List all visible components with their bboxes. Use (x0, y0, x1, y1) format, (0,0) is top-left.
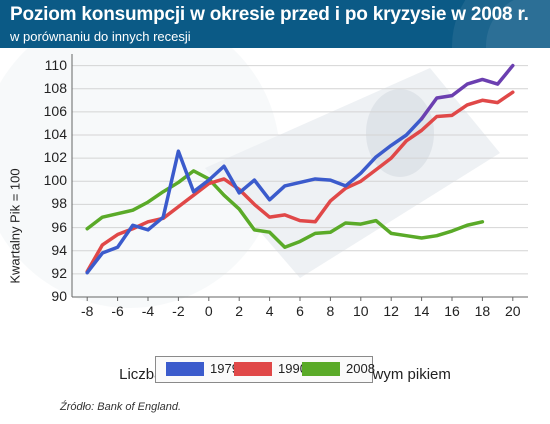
y-tick-label: 106 (43, 102, 67, 119)
chart-area: 90 92 94 96 98 100 102 104 106 108 110 -8 -6 -4 -2 0 2 4 6… (0, 48, 550, 383)
background-circle (0, 48, 280, 308)
y-tick-label: 108 (43, 79, 67, 96)
y-tick-label: 94 (51, 241, 67, 258)
chart-title: Poziom konsumpcji w okresie przed i po k… (10, 4, 529, 25)
legend-swatch-1990 (234, 362, 272, 376)
x-tick-label: 18 (474, 303, 491, 319)
y-tick-label: 92 (51, 264, 67, 281)
series-line-2008 (85, 169, 485, 249)
y-tick-label: 110 (44, 56, 67, 73)
y-tick-label: 96 (51, 218, 67, 235)
banknote-background (0, 48, 500, 308)
y-tick-label: 102 (43, 149, 67, 166)
x-tick-label: 16 (444, 303, 460, 319)
legend-label-1990: 1990 (278, 361, 307, 376)
banknote-portrait (366, 89, 434, 177)
x-tick-label: 0 (204, 303, 213, 319)
x-tick-label: 14 (413, 303, 430, 319)
legend-swatch-1979 (166, 362, 204, 376)
legend-swatch-2008 (302, 362, 340, 376)
chart-header: Poziom konsumpcji w okresie przed i po k… (0, 0, 550, 48)
x-tick-label: -2 (172, 303, 185, 319)
y-axis-label: Kwartalny Pik = 100 (7, 168, 23, 284)
legend-label-2008: 2008 (346, 361, 375, 376)
y-tick-label: 90 (51, 288, 67, 304)
chart-legend: 1979 1990 2008 (155, 356, 375, 383)
x-tick-label: 2 (235, 303, 244, 319)
x-tick-label: 12 (383, 303, 399, 319)
y-tick-label: 98 (51, 195, 67, 212)
x-tick-label: -4 (141, 303, 155, 319)
source-note: Źródło: Bank of England. (60, 401, 182, 413)
x-tick-label: 10 (353, 303, 369, 319)
chart-subtitle: w porównaniu do innych recesji (10, 29, 191, 44)
axes (71, 54, 528, 301)
x-tick-label: 20 (505, 303, 521, 319)
series-lines (85, 63, 515, 275)
y-tick-label: 104 (43, 126, 67, 142)
header-decoration (452, 0, 550, 48)
legend-label-1979: 1979 (210, 361, 239, 376)
series-line-1979-tail (419, 63, 515, 121)
x-tick-label: 4 (265, 303, 274, 319)
series-line-1979 (85, 117, 424, 275)
y-tick-label: 100 (43, 172, 67, 189)
line-chart (0, 48, 528, 308)
x-tick-label: 6 (296, 303, 304, 319)
x-tick-label: -6 (111, 303, 124, 319)
x-tick-label: -8 (80, 303, 94, 319)
x-tick-label: 8 (326, 303, 335, 319)
